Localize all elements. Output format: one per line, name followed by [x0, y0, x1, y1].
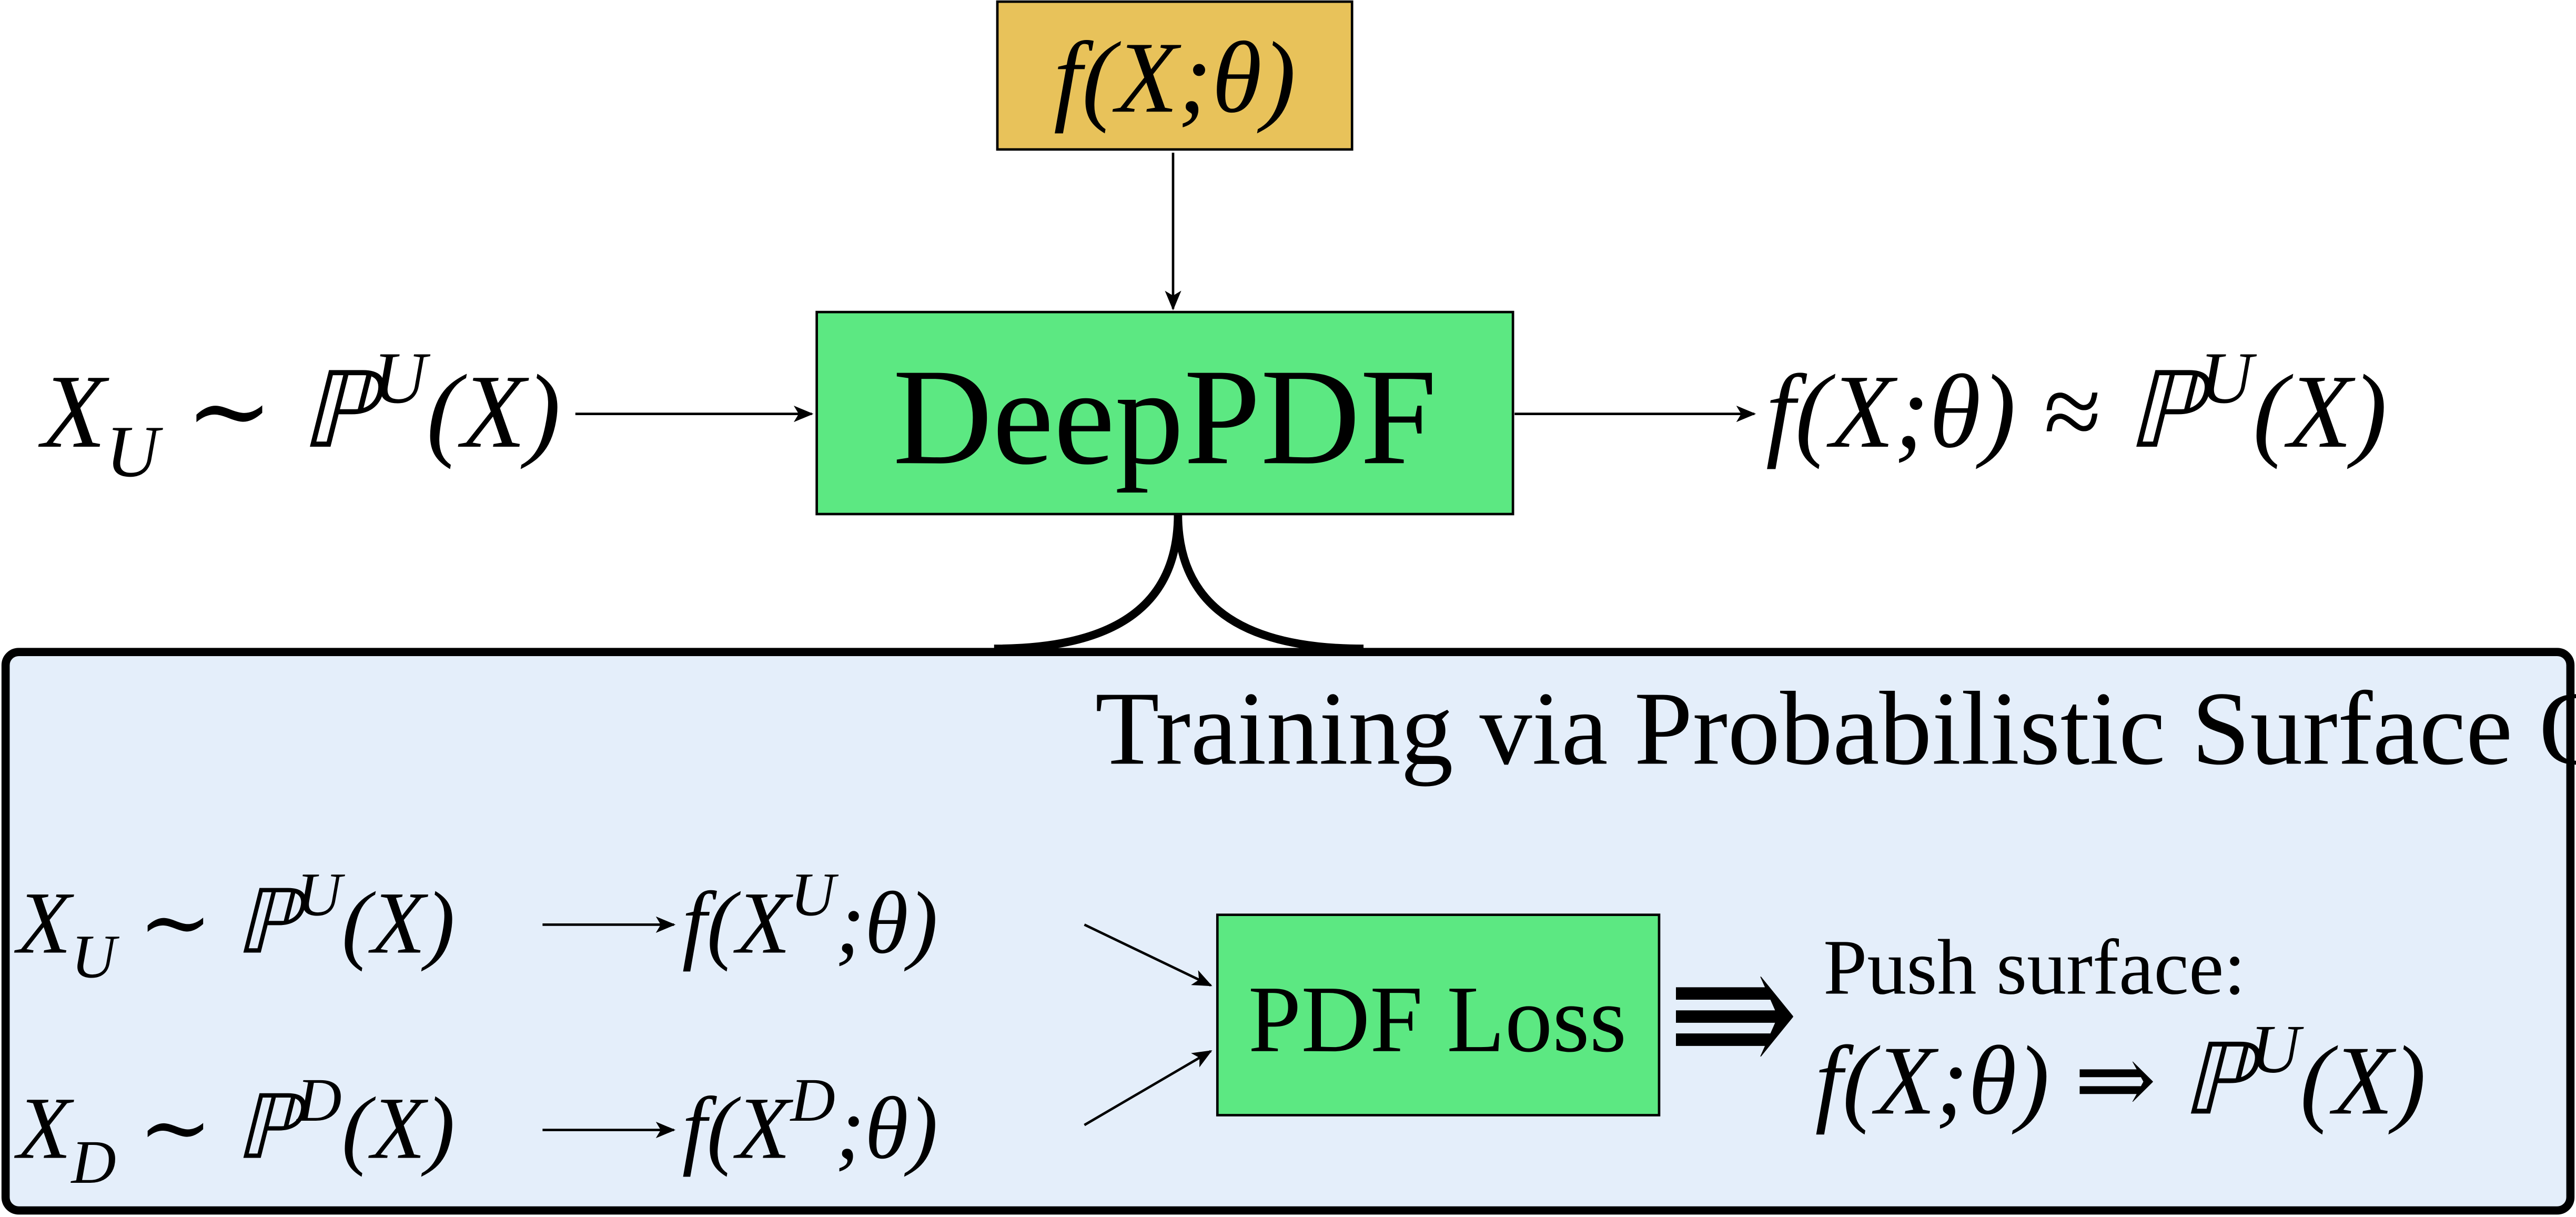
superscript: U	[373, 337, 431, 419]
arrow	[1084, 923, 1213, 987]
brace	[994, 514, 1364, 653]
math-text: (X)	[2253, 354, 2387, 470]
loss-label: PDF Loss	[1248, 967, 1627, 1072]
superscript: U	[2200, 337, 2257, 419]
math-text: ∼ ℙ	[116, 1080, 308, 1178]
subscript: U	[71, 922, 119, 991]
model-output-label: f(XU;θ)	[682, 860, 938, 972]
math-text: (X)	[2300, 1025, 2426, 1135]
superscript: D	[790, 1065, 835, 1134]
math-text: X	[14, 1080, 74, 1178]
math-text: X	[14, 874, 74, 972]
model-box	[996, 0, 1353, 151]
push-formula: f(X;θ) ⇒ ℙU(X)	[1815, 1011, 2426, 1135]
superscript: U	[2250, 1011, 2304, 1088]
math-text: ;θ)	[835, 1080, 938, 1178]
implies-arrow: ⇛	[1667, 927, 1799, 1102]
math-text: ;θ)	[835, 874, 938, 972]
sample-label: XD ∼ ℙD(X)	[14, 1065, 454, 1196]
deeppdf-box	[815, 310, 1514, 516]
model-output-label: f(XD;θ)	[682, 1065, 938, 1178]
output-label: f(X;θ) ≈ ℙU(X)	[1766, 337, 2387, 470]
math-text: ∼ ℙ	[116, 874, 308, 972]
math-text: (X)	[342, 1080, 455, 1178]
input-label: XU ∼ ℙU(X)	[38, 337, 560, 492]
math-text: f(X;θ) ≈ ℙ	[1766, 354, 2213, 470]
subscript: U	[106, 411, 163, 492]
superscript: U	[297, 860, 345, 929]
math-text: X	[38, 354, 109, 470]
math-text: f(X	[682, 1080, 794, 1178]
superscript: D	[296, 1065, 341, 1134]
deeppdf-label: DeepPDF	[893, 340, 1437, 493]
math-text: f(X;θ)	[1054, 21, 1296, 134]
model-label: f(X;θ)	[1054, 21, 1296, 134]
loss-box	[1216, 913, 1661, 1117]
sample-label: XU ∼ ℙU(X)	[14, 860, 454, 991]
training-title: Training via Probabilistic Surface Optim…	[1095, 670, 2576, 787]
math-text: ∼ ℙ	[159, 354, 386, 470]
math-text: (X)	[342, 874, 455, 972]
math-text: (X)	[427, 354, 561, 470]
push-label: Push surface:	[1823, 923, 2246, 1011]
math-text: f(X	[682, 874, 794, 972]
superscript: U	[791, 860, 839, 929]
subscript: D	[70, 1128, 116, 1196]
math-text: f(X;θ) ⇒ ℙ	[1815, 1025, 2262, 1135]
arrow	[1084, 1050, 1213, 1127]
